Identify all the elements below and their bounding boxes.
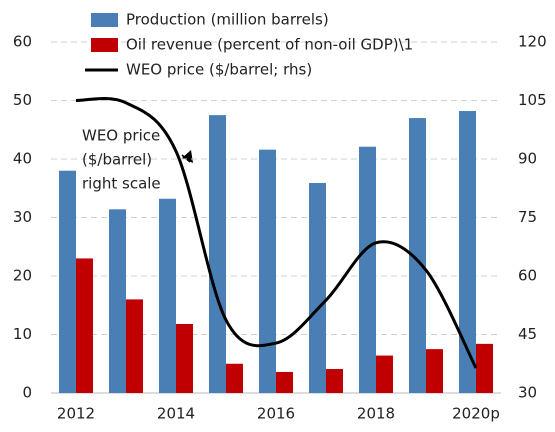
y-tick-label: 60 bbox=[13, 33, 32, 51]
line bbox=[75, 96, 478, 369]
bar bbox=[59, 170, 76, 393]
annotation: WEO price bbox=[82, 127, 160, 145]
y-tick-label: 0 bbox=[22, 384, 32, 402]
x-tick-label: 2012 bbox=[57, 405, 95, 423]
y-tick-label: 10 bbox=[13, 325, 32, 343]
y-tick-label: 30 bbox=[13, 208, 32, 226]
legend-label: Oil revenue (percent of non-oil GDP)\1 bbox=[126, 36, 413, 54]
y-tick-label: 20 bbox=[13, 267, 32, 285]
y2-tick-label: 120 bbox=[518, 33, 547, 51]
bar bbox=[409, 118, 426, 394]
x-tick-label: 2016 bbox=[257, 405, 295, 423]
bar bbox=[226, 363, 243, 393]
x-tick-label: 2018 bbox=[357, 405, 395, 423]
bar bbox=[309, 182, 326, 393]
legend-label: Production (million barrels) bbox=[126, 11, 329, 29]
x-tick-label: 2014 bbox=[157, 405, 195, 423]
y2-tick-label: 45 bbox=[518, 325, 537, 343]
y-tick-label: 50 bbox=[13, 91, 32, 109]
bar bbox=[126, 299, 143, 393]
legend-swatch bbox=[91, 38, 118, 52]
bar bbox=[459, 111, 476, 393]
y-tick-label: 40 bbox=[13, 150, 32, 168]
bar bbox=[426, 349, 443, 393]
annotation: ($/barrel) bbox=[82, 151, 152, 169]
annotation-arrowhead bbox=[182, 150, 193, 163]
bar bbox=[476, 343, 493, 393]
y2-tick-label: 105 bbox=[518, 91, 547, 109]
y2-tick-label: 75 bbox=[518, 208, 537, 226]
x-tick-label: 2020p bbox=[452, 405, 500, 423]
bar bbox=[176, 323, 193, 393]
y2-tick-label: 30 bbox=[518, 384, 537, 402]
legend-swatch bbox=[91, 13, 118, 27]
bar bbox=[359, 146, 376, 393]
annotation: right scale bbox=[82, 175, 161, 193]
bar bbox=[109, 209, 126, 393]
bar bbox=[276, 371, 293, 393]
bar bbox=[209, 115, 226, 393]
y2-tick-label: 90 bbox=[518, 150, 537, 168]
bar bbox=[326, 369, 343, 393]
bar bbox=[159, 198, 176, 393]
bar bbox=[259, 149, 276, 393]
bar bbox=[76, 258, 93, 393]
legend-label: WEO price ($/barrel; rhs) bbox=[126, 61, 312, 79]
bar bbox=[376, 355, 393, 393]
y2-tick-label: 60 bbox=[518, 267, 537, 285]
